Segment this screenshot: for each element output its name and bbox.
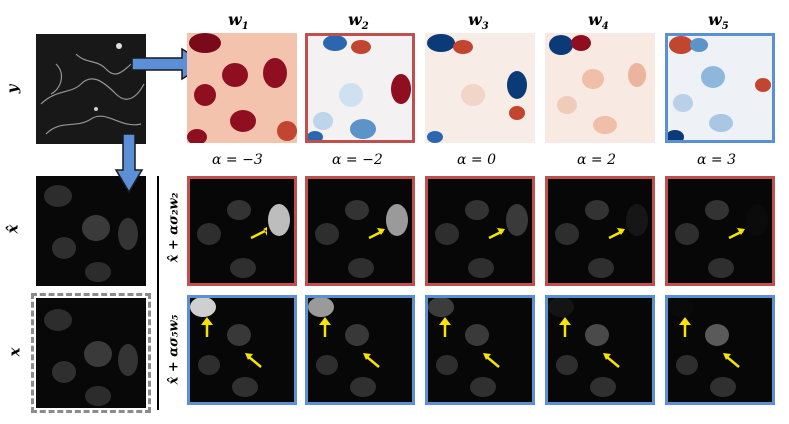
red-row-image-4 (545, 176, 655, 286)
y-row-label: y (3, 84, 22, 94)
arrow-down-icon (114, 133, 144, 194)
red-row-image-2 (305, 176, 415, 286)
red-row-image-5 (665, 176, 775, 286)
divider (157, 176, 159, 410)
blue-row-image-2 (305, 295, 415, 405)
red-row-label: x̂ + ασ₂w₂ (166, 192, 182, 263)
w3-map (425, 33, 535, 143)
w1-map (187, 33, 297, 143)
w2-map (305, 33, 415, 143)
x-hat-image (36, 176, 146, 286)
alpha-label-1: α = −3 (212, 152, 263, 168)
blue-row-image-5 (665, 295, 775, 405)
alpha-label-4: α = 2 (577, 152, 616, 168)
w4-map (545, 33, 655, 143)
blue-row-image-3 (425, 295, 535, 405)
alpha-label-5: α = 3 (697, 152, 736, 168)
w5-map (665, 33, 775, 143)
x-row-label: x (5, 347, 24, 357)
red-row-image-1 (187, 176, 297, 286)
x-image (31, 293, 151, 413)
x-hat-row-label: x̂ (3, 224, 22, 234)
blue-row-image-1 (187, 295, 297, 405)
blue-row-label: x̂ + ασ₅w₅ (166, 314, 182, 385)
red-row-image-3 (425, 176, 535, 286)
w4-label: w4 (588, 10, 609, 33)
w5-label: w5 (708, 10, 729, 33)
alpha-label-3: α = 0 (457, 152, 496, 168)
y-image (36, 34, 146, 144)
w2-label: w2 (348, 10, 369, 33)
blue-row-image-4 (545, 295, 655, 405)
alpha-label-2: α = −2 (332, 152, 383, 168)
w1-label: w1 (228, 10, 249, 33)
w3-label: w3 (468, 10, 489, 33)
